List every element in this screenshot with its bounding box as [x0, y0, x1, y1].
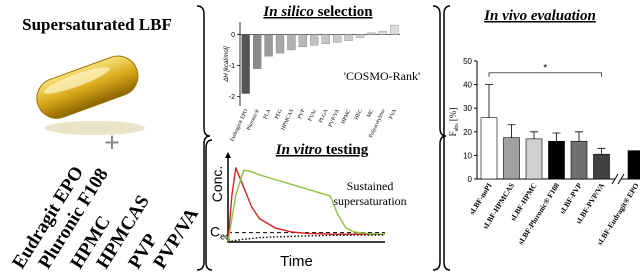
- x-tick-label: PVP: [297, 108, 307, 120]
- bar: [276, 34, 284, 53]
- plus-sign: +: [104, 128, 120, 159]
- chart-title: In silico selection: [262, 4, 373, 20]
- brace: [444, 6, 450, 270]
- error-bar: [553, 133, 561, 141]
- bar: [287, 34, 295, 50]
- y-tick-label: 10: [463, 151, 472, 160]
- chart-title: In vivo evaluation: [483, 8, 596, 24]
- bar: [253, 34, 261, 68]
- bar: [299, 34, 307, 46]
- bar: [571, 141, 587, 179]
- x-tick-label: PVP/VA: [328, 108, 341, 128]
- bar: [390, 25, 398, 34]
- x-tick-label: Eudragit® EPO: [228, 108, 249, 143]
- y-tick-label: 50: [463, 57, 472, 66]
- capsule: [31, 50, 143, 123]
- brace: [206, 140, 212, 270]
- bar: [379, 31, 387, 34]
- title-italic: In silico: [262, 4, 313, 20]
- error-bar: [575, 132, 583, 141]
- arrowhead: [225, 152, 231, 158]
- annotation: supersaturation: [333, 194, 406, 208]
- y-tick-label: -2: [229, 94, 235, 101]
- x-tick-label: HPMC: [340, 108, 352, 125]
- x-tick-label: PLA: [263, 108, 273, 120]
- bar: [549, 141, 565, 179]
- y-axis-label: Conc.: [209, 166, 225, 203]
- bar: [333, 34, 341, 42]
- y-tick-label: 0: [468, 175, 473, 184]
- panel-title: Supersaturated LBF: [22, 15, 172, 34]
- x-tick-label: HEC: [354, 108, 364, 121]
- x-tick-label: PVAc: [307, 108, 318, 123]
- bar: [481, 118, 497, 179]
- title-text: testing: [326, 142, 369, 158]
- bar: [367, 33, 375, 35]
- y-axis-label: Fabs [%]: [448, 108, 460, 137]
- y-tick-label: 0: [231, 32, 235, 39]
- bar: [265, 34, 273, 56]
- capsule-shadow: [45, 121, 145, 135]
- line-series: [228, 235, 385, 242]
- bar: [242, 34, 250, 93]
- graphical-abstract: Supersaturated LBF + Eudragit EPOPluroni…: [0, 0, 640, 272]
- title-text: selection: [318, 4, 374, 20]
- bar: [628, 151, 640, 179]
- bar: [526, 139, 542, 179]
- bar: [322, 34, 330, 43]
- x-tick-label: MC: [366, 108, 375, 119]
- x-tick-label: PEG: [274, 108, 284, 120]
- ceq-label: Ceq: [210, 224, 230, 242]
- error-bar: [508, 125, 516, 138]
- bar: [345, 34, 353, 40]
- title-italic: In vitro: [275, 142, 322, 158]
- error-bar: [530, 132, 538, 139]
- error-bar: [598, 148, 606, 154]
- bar: [356, 34, 364, 37]
- bar: [504, 138, 520, 179]
- significance-label: *: [543, 63, 547, 74]
- x-tick-label: PLGA: [318, 108, 330, 124]
- y-tick-label: 30: [463, 104, 472, 113]
- brace: [197, 6, 210, 270]
- chart-title: In vitro testing: [275, 142, 369, 158]
- annotation: 'COSMO-Rank': [344, 69, 420, 83]
- polymer-label: PVP/VA: [149, 204, 203, 272]
- error-bar: [485, 85, 493, 118]
- y-tick-label: 20: [463, 128, 472, 137]
- x-tick-label: sLBF-Pluronic® F108: [516, 181, 561, 246]
- y-label-suffix: [%]: [448, 108, 458, 124]
- annotation: Sustained: [347, 179, 394, 193]
- y-tick-label: 40: [463, 81, 472, 90]
- bar: [594, 154, 610, 179]
- y-axis-label: ΔH [kcal/mol]: [224, 46, 230, 83]
- x-tick-label: PVA: [388, 108, 398, 120]
- ceq-main: C: [210, 224, 220, 240]
- bar: [310, 34, 318, 45]
- x-axis-label: Time: [280, 253, 313, 270]
